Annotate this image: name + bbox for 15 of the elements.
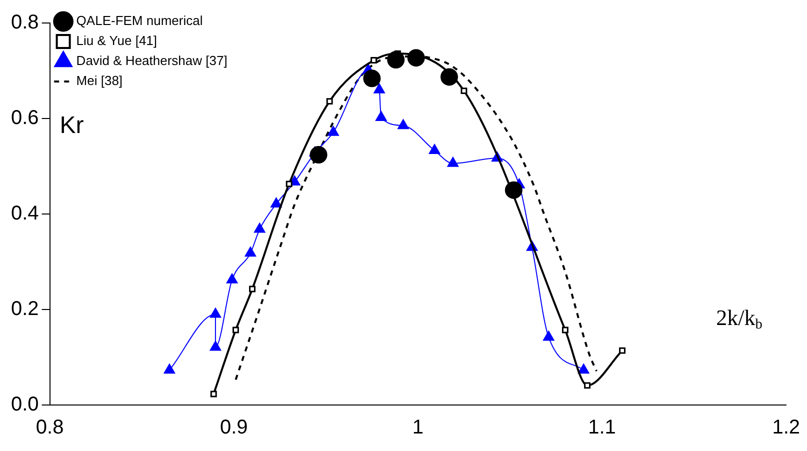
y-tick-label: 0.4 <box>10 202 39 225</box>
y-axis-title: Kr <box>60 112 84 139</box>
y-tick-label: 0.8 <box>10 12 39 34</box>
legend-label: David & Heathershaw [37] <box>76 53 228 68</box>
legend-label: QALE-FEM numerical <box>76 13 203 28</box>
y-tick-label: 0.6 <box>10 107 39 130</box>
x-tick-label: 1 <box>412 416 424 439</box>
legend-label: Liu & Yue [41] <box>76 33 158 48</box>
y-tick-label: 0.0 <box>10 394 39 416</box>
x-tick-label: 0.9 <box>220 416 248 439</box>
x-tick-label: 1.1 <box>588 416 616 439</box>
y-tick-label: 0.2 <box>10 298 39 320</box>
x-tick-label: 0.8 <box>36 416 64 439</box>
x-tick-label: 1.2 <box>772 416 800 439</box>
legend-label: Mei [38] <box>76 73 123 88</box>
